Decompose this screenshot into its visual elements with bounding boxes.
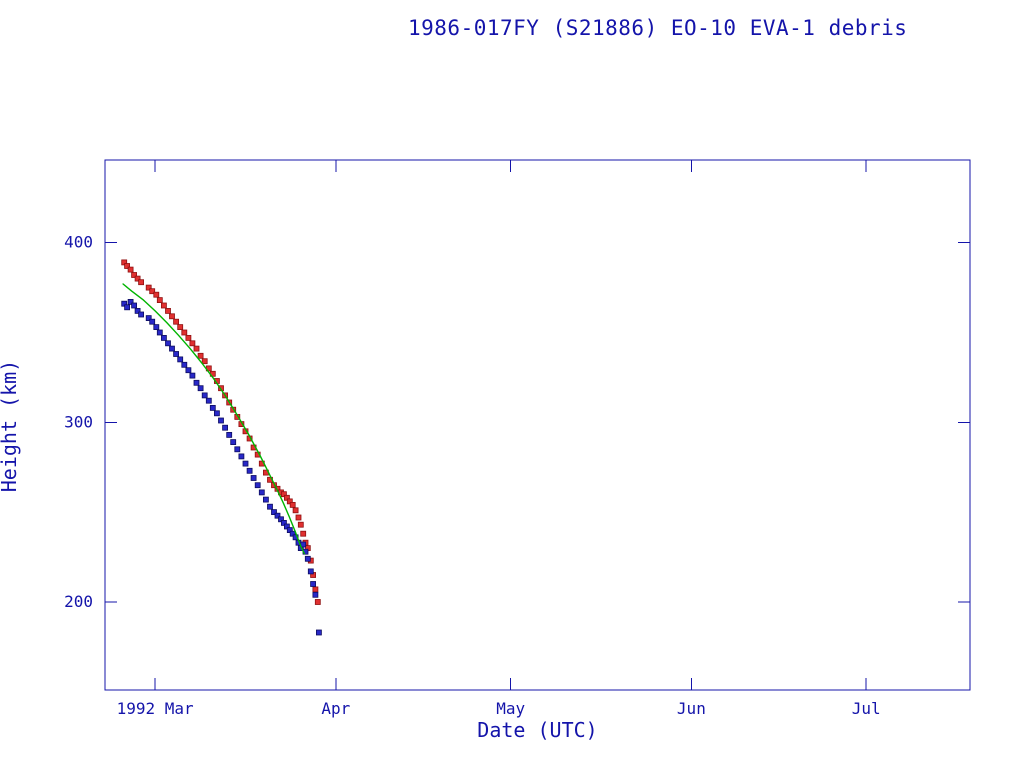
x-axis-label: Date (UTC)	[477, 718, 598, 742]
axes-box	[104, 159, 971, 691]
x-tick-label: Jun	[677, 699, 706, 718]
x-tick-label: Apr	[321, 699, 350, 718]
chart-title: 1986-017FY (S21886) EO-10 EVA-1 debris	[408, 16, 908, 40]
y-tick-label: 300	[64, 412, 93, 431]
y-tick-label: 400	[64, 233, 93, 252]
y-ticks: 200 300 400	[64, 233, 970, 611]
x-ticks: 1992 Mar Apr May Jun Jul	[117, 160, 881, 718]
y-tick-label: 200	[64, 592, 93, 611]
x-tick-label: May	[496, 699, 525, 718]
series-apogee	[121, 259, 321, 605]
y-axis-label: Height (km)	[0, 359, 21, 493]
x-tick-label: Jul	[852, 699, 881, 718]
series-perigee	[121, 298, 322, 636]
x-tick-label: 1992 Mar	[117, 699, 194, 718]
series-fit	[122, 283, 305, 555]
